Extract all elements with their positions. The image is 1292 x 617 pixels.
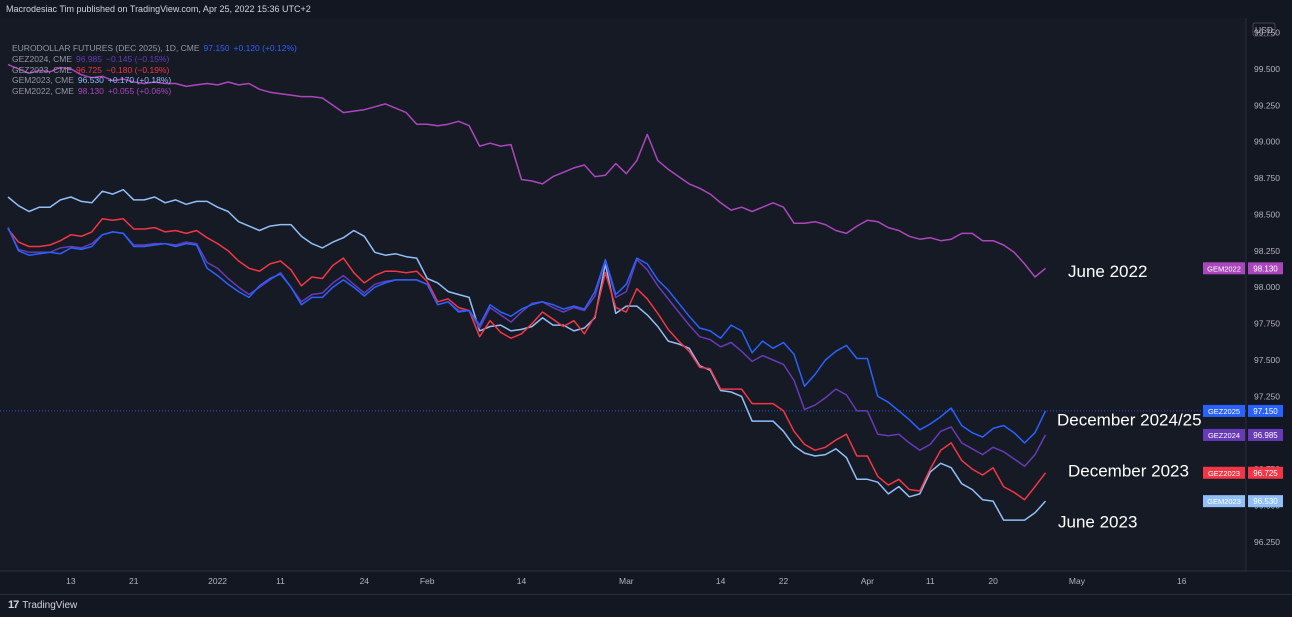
legend-change: −0.180 (−0.19%) [106,64,170,75]
x-tick-label: Apr [861,576,874,586]
brand-label: TradingView [22,599,78,611]
price-tag-name-label: GEM2023 [1207,497,1241,506]
price-tag-value-gez2024 [1248,428,1283,441]
price-tag-value-label: 96.725 [1253,469,1278,478]
x-tick-label: 22 [779,576,789,586]
legend-value: 96.530 [77,75,104,86]
legend-value: 96.985 [76,53,102,64]
y-tick-label: 98.500 [1254,209,1280,219]
price-tag-value-label: 96.530 [1253,497,1278,506]
x-tick-label: Feb [420,576,435,586]
price-tag-value-gez2023 [1248,466,1283,479]
x-tick-label: 14 [716,576,726,586]
x-tick-label: 2022 [208,576,227,586]
x-tick-label: 21 [129,576,139,586]
tradingview-brand[interactable]: 17 TradingView [8,599,77,611]
time-scale [0,572,1292,593]
x-tick-label: Mar [619,576,634,586]
currency-label: USD [1255,25,1273,35]
price-tag-value-label: 97.150 [1253,407,1278,416]
y-tick-label: 99.250 [1254,100,1280,110]
series-line-gez2023 [7,218,1047,501]
legend-symbol: GEZ2023, CME [12,64,72,75]
legend-change: +0.055 (+0.06%) [107,86,172,97]
price-tag-value-gem2023 [1248,495,1283,508]
annotation-gez2025: December 2024/25 [1057,410,1202,429]
price-tag-value-label: 98.130 [1253,264,1278,273]
legend-symbol: GEM2023, CME [12,75,74,86]
legend-row[interactable]: GEZ2023, CME 96.725 −0.180 (−0.19%) [12,65,297,76]
legend-change: −0.145 (−0.15%) [106,53,170,64]
currency-box [1252,22,1276,37]
series-line-gez2024 [7,227,1047,467]
legend-change: +0.170 (+0.18%) [107,75,172,86]
y-tick-label: 98.250 [1254,246,1280,256]
top-bar: Macrodesiac Tim published on TradingView… [0,0,1292,18]
x-tick-label: 20 [988,576,998,586]
legend-row[interactable]: GEZ2024, CME 96.985 −0.145 (−0.15%) [12,54,297,65]
legend-change: +0.120 (+0.12%) [233,43,297,53]
tradingview-logo-icon: 17 [8,599,19,611]
y-tick-label: 98.750 [1254,173,1280,183]
x-tick-label: 11 [276,576,285,586]
price-tag-name-label: GEZ2025 [1208,407,1240,416]
x-tick-label: May [1069,576,1086,586]
price-tag-name-gez2024 [1203,428,1245,441]
y-tick-label: 97.500 [1254,355,1280,365]
y-tick-label: 99.750 [1254,28,1280,38]
series-line-gem2023 [7,188,1047,521]
chart-panel[interactable]: USD 99.750 99.500 99.250 99.000 98.750 98.500 9… [0,18,1292,593]
annotation-gez2023: December 2023 [1068,461,1189,480]
price-tag-name-gez2025 [1203,404,1245,417]
x-tick-label: 16 [1177,576,1187,586]
legend-value: 97.150 [203,43,230,53]
x-tick-label: 14 [517,576,527,586]
x-tick-label: 24 [360,576,370,586]
y-tick-label: 98.000 [1254,282,1280,292]
x-tick-label: 13 [66,576,76,586]
price-tag-value-label: 96.985 [1253,431,1278,440]
price-tag-value-gez2025 [1248,404,1283,417]
legend-value: 98.130 [77,86,104,97]
legend-symbol: GEM2022, CME [12,86,74,97]
legend-symbol: EURODOLLAR FUTURES (DEC 2025), 1D, CME [12,43,200,53]
y-tick-label: 99.500 [1254,64,1280,74]
price-tag-name-gez2023 [1203,466,1245,479]
legend-symbol: GEZ2024, CME [12,53,72,64]
price-tag-name-gem2022 [1203,262,1245,275]
price-tag-name-label: GEZ2024 [1208,431,1240,440]
series-line-gem2022 [7,63,1046,278]
legend-row[interactable]: EURODOLLAR FUTURES (DEC 2025), 1D, CME 97… [12,43,297,54]
y-tick-label: 97.250 [1254,391,1280,401]
legend-row[interactable]: GEM2022, CME 98.130 +0.055 (+0.06%) [12,86,297,97]
price-tag-name-label: GEM2022 [1207,264,1241,273]
price-tag-name-label: GEZ2023 [1208,469,1240,478]
y-tick-label: 96.250 [1254,537,1280,547]
series-legend: EURODOLLAR FUTURES (DEC 2025), 1D, CME 97… [12,43,297,97]
footer: 17 TradingView [0,594,1292,617]
series-line-gez2025 [7,227,1047,444]
annotation-gem2023: June 2023 [1058,512,1137,531]
x-tick-label: 11 [926,576,935,586]
annotation-gem2022: June 2022 [1068,262,1147,281]
legend-value: 96.725 [76,64,102,75]
price-tag-name-gem2023 [1203,495,1245,508]
price-tag-value-gem2022 [1248,262,1283,275]
y-tick-label: 99.000 [1254,137,1280,147]
y-tick-label: 97.750 [1254,319,1280,329]
publish-info: Macrodesiac Tim published on TradingView… [6,4,311,14]
legend-row[interactable]: GEM2023, CME 96.530 +0.170 (+0.18%) [12,75,297,86]
